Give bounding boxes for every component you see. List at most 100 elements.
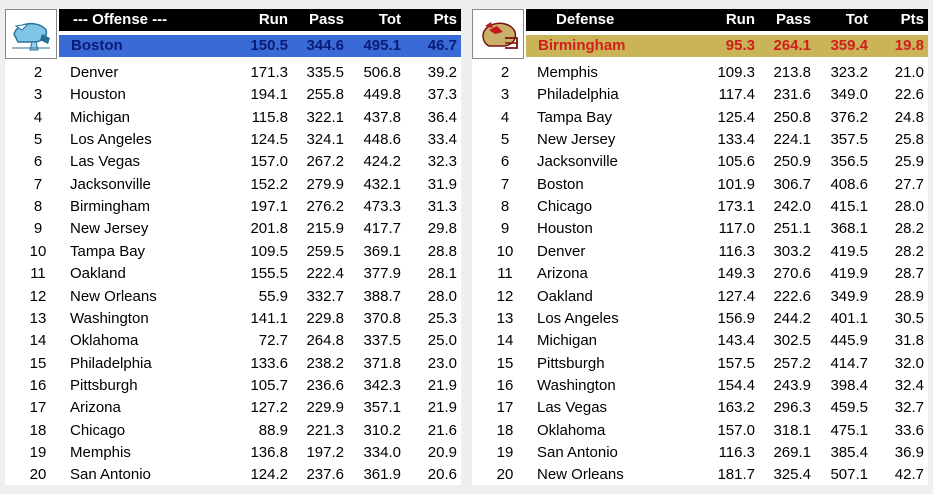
total-value: 445.9 xyxy=(830,332,868,350)
pass-column-header: Pass xyxy=(775,11,811,28)
offense-top-team-row: Boston 150.5 344.6 495.1 46.7 xyxy=(59,35,461,57)
points-value: 21.0 xyxy=(894,64,924,81)
table-row: 3 Houston 194.1 255.8 449.8 37.3 xyxy=(5,83,461,105)
team-name: Los Angeles xyxy=(537,309,619,327)
run-value: 201.8 xyxy=(250,220,288,238)
rank-cell: 14 xyxy=(29,332,47,350)
rank-cell: 15 xyxy=(496,354,514,372)
table-row: 12 New Orleans 55.9 332.7 388.7 28.0 xyxy=(5,285,461,307)
run-value: 156.9 xyxy=(717,309,755,327)
total-value: 415.1 xyxy=(830,198,868,216)
pass-value: 231.6 xyxy=(773,86,811,104)
points-value: 31.9 xyxy=(427,175,457,193)
rank-cell: 8 xyxy=(33,198,43,216)
offense-panel: --- Offense --- Run Pass Tot Pts Boston … xyxy=(5,9,461,485)
team-name: Denver xyxy=(537,242,586,260)
points-value: 25.3 xyxy=(427,309,457,327)
points-value: 32.7 xyxy=(894,399,924,417)
run-value: 163.2 xyxy=(717,399,755,417)
points-value: 32.3 xyxy=(427,153,457,171)
team-name: Arizona xyxy=(70,399,121,417)
run-value: 149.3 xyxy=(717,265,755,283)
team-name: Michigan xyxy=(70,108,131,126)
rank-cell: 17 xyxy=(496,399,514,417)
points-value: 23.0 xyxy=(427,354,457,372)
pass-value: 322.1 xyxy=(306,108,344,126)
pass-value: 250.9 xyxy=(773,153,811,171)
rank-cell: 2 xyxy=(33,64,43,81)
rank-cell: 18 xyxy=(496,421,514,439)
pass-value: 306.7 xyxy=(773,175,811,193)
points-value: 33.6 xyxy=(894,421,924,439)
team-name: New Jersey xyxy=(70,220,149,238)
run-value: 141.1 xyxy=(250,309,288,327)
team-name: Los Angeles xyxy=(70,131,152,149)
team-name: New Jersey xyxy=(537,131,616,149)
points-column-header: Pts xyxy=(900,11,924,28)
points-value: 32.0 xyxy=(894,354,924,372)
rank-cell: 19 xyxy=(29,443,47,461)
total-value: 334.0 xyxy=(363,443,401,461)
team-name: Pittsburgh xyxy=(70,376,138,394)
pass-value: 224.1 xyxy=(773,131,811,149)
rank-cell: 14 xyxy=(496,332,514,350)
run-value: 117.4 xyxy=(718,86,755,104)
pass-value: 279.9 xyxy=(306,175,344,193)
rank-cell: 4 xyxy=(500,108,510,126)
pass-value: 215.9 xyxy=(306,220,344,238)
table-row: 8 Chicago 173.1 242.0 415.1 28.0 xyxy=(472,195,928,217)
points-column-header: Pts xyxy=(433,11,457,28)
run-value: 150.5 xyxy=(250,37,288,54)
total-value: 419.9 xyxy=(830,265,868,283)
table-row: 14 Oklahoma 72.7 264.8 337.5 25.0 xyxy=(5,329,461,351)
team-name: Chicago xyxy=(537,198,593,216)
pass-value: 237.6 xyxy=(306,466,344,484)
points-value: 28.0 xyxy=(427,287,457,305)
table-row: 9 New Jersey 201.8 215.9 417.7 29.8 xyxy=(5,217,461,239)
total-value: 337.5 xyxy=(363,332,401,350)
points-value: 28.1 xyxy=(427,265,457,283)
team-name: Houston xyxy=(70,86,126,104)
team-name: Denver xyxy=(70,64,119,81)
points-value: 27.7 xyxy=(894,175,924,193)
points-value: 19.8 xyxy=(894,37,924,54)
pass-value: 324.1 xyxy=(306,131,344,149)
points-value: 31.8 xyxy=(894,332,924,350)
rank-cell: 8 xyxy=(500,198,510,216)
total-value: 342.3 xyxy=(363,376,401,394)
table-row: 10 Denver 116.3 303.2 419.5 28.2 xyxy=(472,240,928,262)
pass-value: 244.2 xyxy=(773,309,811,327)
run-value: 109.3 xyxy=(717,64,755,81)
table-row: 14 Michigan 143.4 302.5 445.9 31.8 xyxy=(472,329,928,351)
points-value: 21.9 xyxy=(427,399,457,417)
run-value: 95.3 xyxy=(725,37,755,54)
points-value: 33.4 xyxy=(427,131,457,149)
points-value: 30.5 xyxy=(894,309,924,327)
rank-cell: 19 xyxy=(496,443,514,461)
team-name: New Orleans xyxy=(537,466,624,484)
team-name: Oklahoma xyxy=(70,332,139,350)
table-row: 4 Michigan 115.8 322.1 437.8 36.4 xyxy=(5,106,461,128)
run-value: 117.0 xyxy=(718,220,755,238)
points-value: 29.8 xyxy=(427,220,457,238)
team-name: Washington xyxy=(537,376,616,394)
table-row: 13 Los Angeles 156.9 244.2 401.1 30.5 xyxy=(472,307,928,329)
team-name: Tampa Bay xyxy=(537,108,613,126)
points-value: 28.2 xyxy=(894,242,924,260)
rank-cell: 12 xyxy=(496,287,514,305)
team-name: Oklahoma xyxy=(537,421,606,439)
pass-value: 222.6 xyxy=(773,287,811,305)
rank-cell: 20 xyxy=(496,466,514,484)
points-value: 21.6 xyxy=(427,421,457,439)
total-value: 388.7 xyxy=(363,287,401,305)
table-row: 2 Memphis 109.3 213.8 323.2 21.0 xyxy=(472,61,928,83)
total-value: 398.4 xyxy=(830,376,868,394)
run-value: 105.6 xyxy=(717,153,755,171)
team-name: Tampa Bay xyxy=(70,242,146,260)
total-value: 401.1 xyxy=(830,309,868,327)
table-row: 3 Philadelphia 117.4 231.6 349.0 22.6 xyxy=(472,83,928,105)
rank-cell: 20 xyxy=(29,466,47,484)
run-value: 157.0 xyxy=(717,421,755,439)
points-value: 28.2 xyxy=(894,220,924,238)
run-value: 173.1 xyxy=(717,198,755,216)
